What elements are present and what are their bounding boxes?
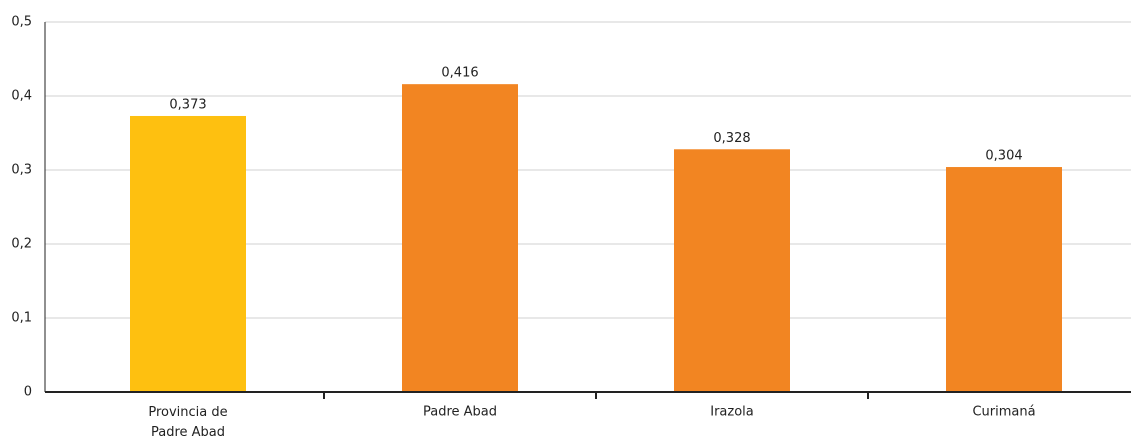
y-tick-label: 0,2 bbox=[11, 237, 32, 252]
bar bbox=[130, 115, 246, 392]
x-tick-label: Provincia de Padre Abad bbox=[148, 405, 227, 440]
value-label: 0,373 bbox=[169, 97, 206, 112]
y-tick-label: 0,5 bbox=[11, 15, 32, 30]
value-label: 0,304 bbox=[985, 149, 1022, 164]
bar bbox=[674, 149, 790, 392]
y-tick-label: 0,3 bbox=[11, 163, 32, 178]
x-tick-label: Irazola bbox=[710, 405, 754, 420]
value-label: 0,328 bbox=[713, 131, 750, 146]
bar bbox=[402, 84, 518, 392]
y-tick-label: 0,1 bbox=[11, 311, 32, 326]
y-tick-label: 0 bbox=[24, 385, 32, 400]
bar bbox=[946, 167, 1062, 392]
x-tick-label: Padre Abad bbox=[423, 405, 497, 420]
y-tick-label: 0,4 bbox=[11, 89, 32, 104]
value-label: 0,416 bbox=[441, 66, 478, 81]
x-tick-label: Curimaná bbox=[972, 405, 1035, 420]
